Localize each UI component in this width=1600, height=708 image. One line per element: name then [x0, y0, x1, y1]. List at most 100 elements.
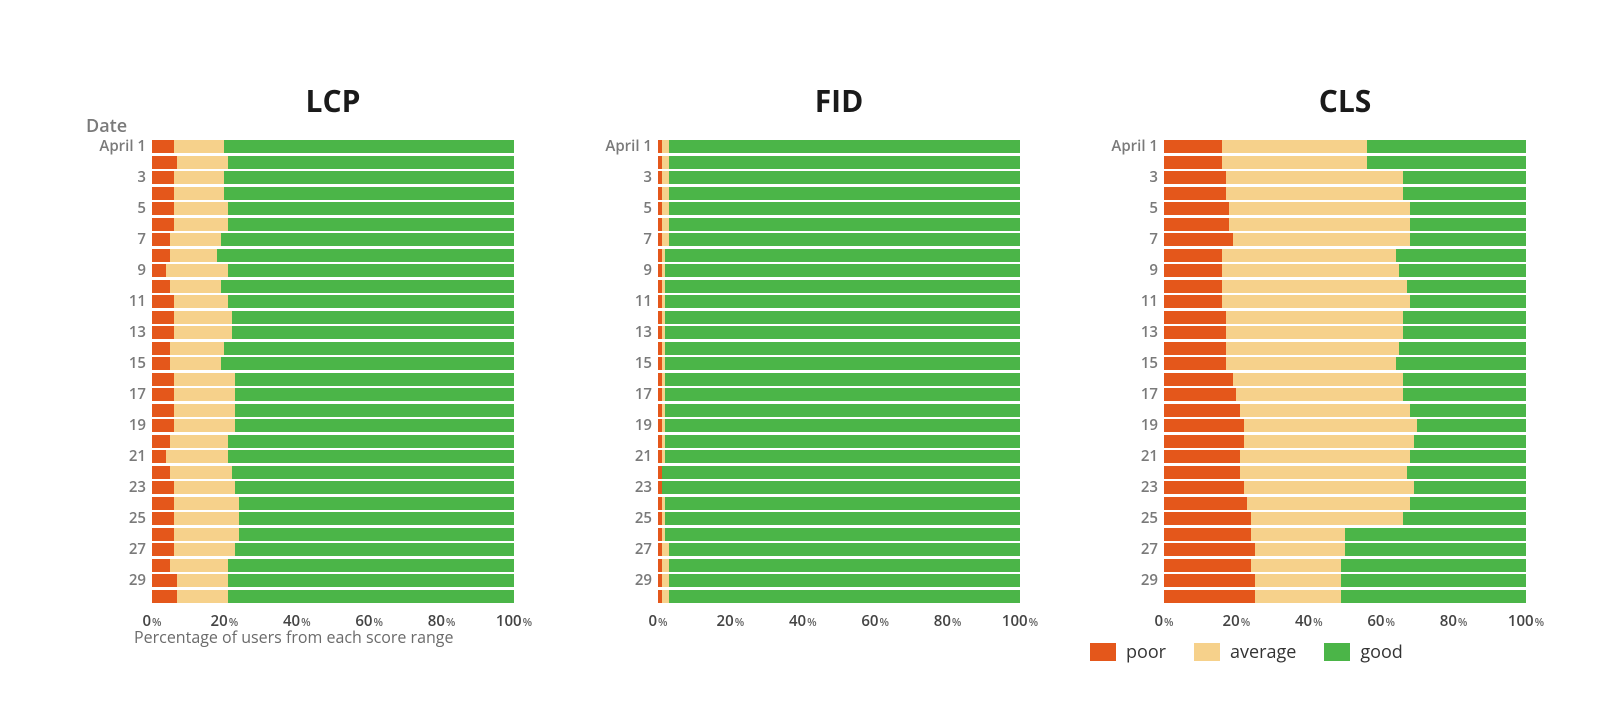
stacked-bar — [658, 590, 1020, 603]
stacked-bar — [658, 140, 1020, 153]
x-tick-value: 40 — [789, 611, 806, 631]
bar-segment-average — [1222, 249, 1396, 262]
y-axis-label: 17 — [129, 386, 152, 403]
bar-segment-poor — [1164, 543, 1255, 556]
bar-segment-good — [1403, 311, 1526, 324]
bar-row: April 1 — [152, 140, 514, 156]
bar-segment-average — [1226, 342, 1400, 355]
stacked-bar — [658, 218, 1020, 231]
y-axis-label: 3 — [1149, 169, 1164, 186]
x-tick-percent-sign: % — [1386, 615, 1396, 630]
bar-segment-poor — [1164, 357, 1226, 370]
bar-segment-good — [1403, 373, 1526, 386]
stacked-bar — [658, 311, 1020, 324]
bar-row: 29 — [1164, 574, 1526, 590]
stacked-bar — [152, 435, 514, 448]
chart-cls: CLSApril 13579111315171921232527290%20%4… — [1098, 80, 1526, 620]
bar-segment-average — [174, 419, 236, 432]
bar-row: 9 — [658, 264, 1020, 280]
bar-segment-average — [174, 512, 239, 525]
stacked-bar — [658, 435, 1020, 448]
bar-segment-poor — [1164, 590, 1255, 603]
bar-segment-good — [1417, 419, 1526, 432]
bar-segment-average — [174, 187, 225, 200]
bar-segment-good — [1396, 357, 1526, 370]
bar-segment-average — [177, 156, 228, 169]
bar-row: 15 — [1164, 357, 1526, 373]
bar-segment-good — [1367, 140, 1526, 153]
bar-row: 17 — [658, 388, 1020, 404]
bar-segment-good — [665, 249, 1020, 262]
stacked-bar — [658, 264, 1020, 277]
x-tick-percent-sign: % — [1458, 615, 1468, 630]
stacked-bar — [152, 264, 514, 277]
bar-segment-average — [1244, 435, 1414, 448]
bar-segment-good — [665, 280, 1020, 293]
stacked-bar — [1164, 419, 1526, 432]
x-axis-caption: Percentage of users from each score rang… — [134, 626, 453, 648]
bar-segment-good — [228, 218, 514, 231]
stacked-bar — [658, 156, 1020, 169]
bar-segment-average — [170, 466, 232, 479]
stacked-bar — [152, 171, 514, 184]
bar-segment-average — [1222, 140, 1367, 153]
bar-segment-average — [662, 171, 669, 184]
bar-segment-poor — [152, 202, 174, 215]
x-tick-percent-sign: % — [1535, 615, 1545, 630]
stacked-bar — [658, 280, 1020, 293]
y-axis-label: 15 — [129, 355, 152, 372]
bar-row: 11 — [1164, 295, 1526, 311]
bar-segment-average — [174, 481, 236, 494]
bar-row — [1164, 404, 1526, 420]
y-axis-label: April 1 — [605, 138, 658, 155]
bar-row — [658, 435, 1020, 451]
stacked-bar — [658, 512, 1020, 525]
stacked-bar — [658, 202, 1020, 215]
bar-segment-good — [1414, 435, 1526, 448]
bar-segment-good — [1410, 404, 1526, 417]
bar-segment-average — [170, 435, 228, 448]
bar-row — [152, 249, 514, 265]
y-axis-label: 9 — [643, 262, 658, 279]
bar-row: 3 — [152, 171, 514, 187]
bar-segment-average — [1240, 404, 1410, 417]
bar-row — [1164, 156, 1526, 172]
bar-row: 21 — [1164, 450, 1526, 466]
bar-row: 7 — [1164, 233, 1526, 249]
bar-segment-good — [669, 171, 1020, 184]
bar-segment-good — [1341, 574, 1526, 587]
stacked-bar — [658, 233, 1020, 246]
bar-segment-good — [221, 280, 514, 293]
x-axis-tick: 40% — [1295, 611, 1323, 631]
bar-segment-good — [224, 342, 514, 355]
bar-segment-average — [662, 559, 669, 572]
bar-segment-average — [177, 590, 228, 603]
bar-segment-poor — [1164, 264, 1222, 277]
stacked-bar — [658, 295, 1020, 308]
y-axis-label: April 1 — [99, 138, 152, 155]
bar-segment-good — [669, 559, 1020, 572]
bar-segment-poor — [152, 543, 174, 556]
legend-swatch-poor — [1090, 643, 1116, 661]
stacked-bar — [658, 187, 1020, 200]
y-axis-label: 13 — [129, 324, 152, 341]
bar-row — [152, 342, 514, 358]
bar-segment-poor — [1164, 233, 1233, 246]
bar-segment-average — [174, 388, 236, 401]
stacked-bar — [658, 342, 1020, 355]
bar-segment-average — [1233, 233, 1410, 246]
y-axis-label: 7 — [1149, 231, 1164, 248]
bar-segment-poor — [1164, 512, 1251, 525]
y-axis-label: 19 — [635, 417, 658, 434]
bar-segment-poor — [1164, 171, 1226, 184]
bar-segment-average — [1226, 326, 1403, 339]
bar-segment-good — [665, 512, 1020, 525]
bar-segment-poor — [1164, 311, 1226, 324]
bar-segment-poor — [1164, 404, 1240, 417]
stacked-bar — [658, 357, 1020, 370]
bar-segment-poor — [1164, 280, 1222, 293]
bar-segment-poor — [152, 497, 174, 510]
bar-row: 7 — [658, 233, 1020, 249]
x-axis-tick: 80% — [1440, 611, 1468, 631]
bar-row — [1164, 590, 1526, 606]
